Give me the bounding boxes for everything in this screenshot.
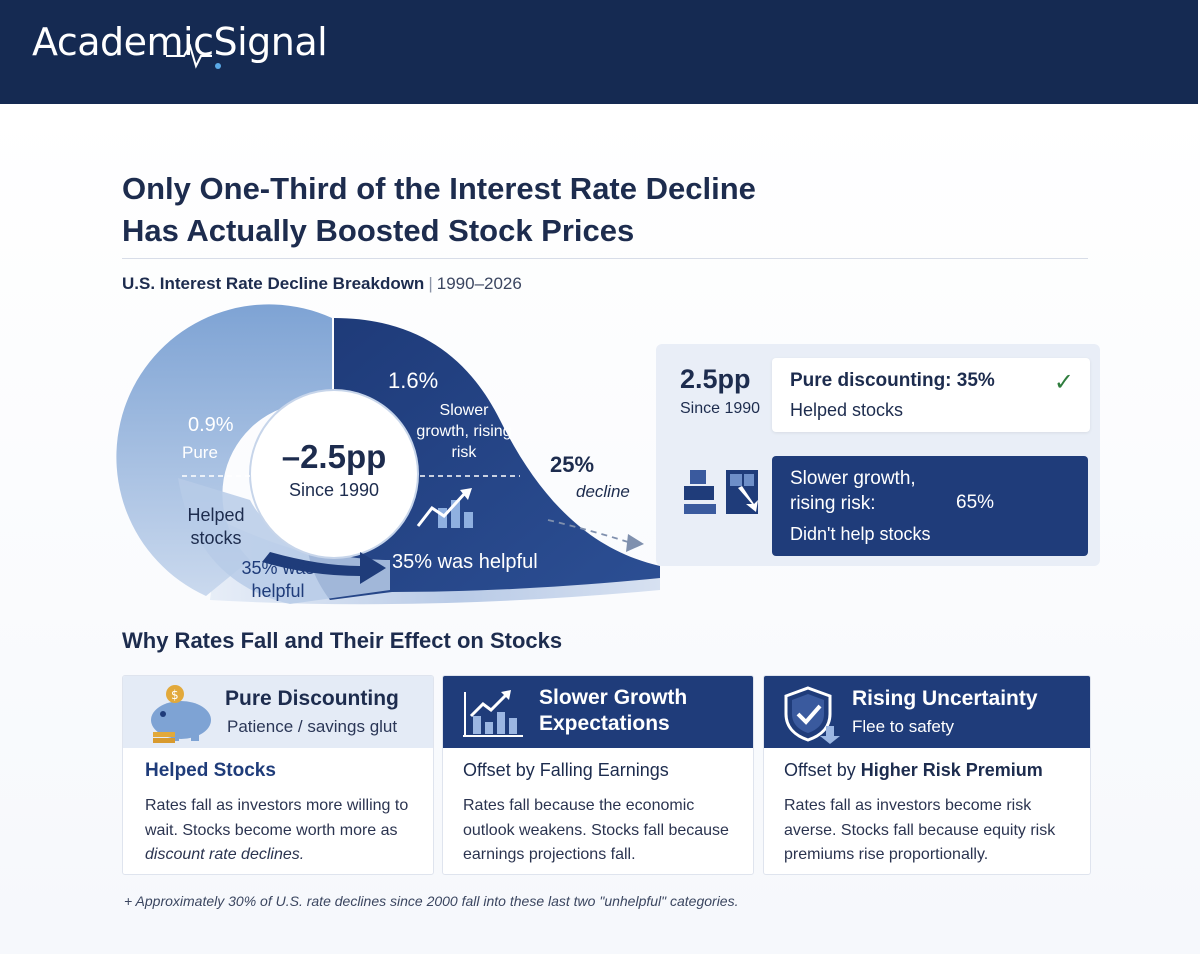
card-title: Pure Discounting	[225, 687, 399, 710]
center-circle	[250, 390, 418, 558]
pure-card-title: Pure discounting: 35%	[790, 370, 995, 391]
shield-check-icon	[784, 686, 840, 744]
card-body-text: Rates fall as investors more willing to …	[145, 797, 409, 839]
checkmark-icon: ✓	[1053, 369, 1074, 396]
title-divider	[122, 258, 1088, 259]
card-body: Rates fall as investors become risk aver…	[784, 797, 1056, 863]
pure-pct: 0.9%	[188, 414, 234, 436]
decline-pct: 25%	[550, 452, 595, 477]
growth-pct: 1.6%	[388, 368, 439, 393]
card-slower-growth: Slower Growth Expectations Offset by Fal…	[442, 675, 754, 875]
subtitle-years: 1990–2026	[436, 274, 522, 293]
helpful-arrow-label: 35% was helpful	[392, 551, 538, 573]
subtitle-main: U.S. Interest Rate Decline Breakdown	[122, 274, 425, 293]
helped-pct: 35% was helpful	[241, 558, 315, 601]
footnote: + Approximately 30% of U.S. rate decline…	[124, 893, 739, 909]
subtitle: U.S. Interest Rate Decline Breakdown | 199…	[122, 274, 522, 294]
blocks-arrow-icon	[684, 470, 758, 514]
card-body-emphasis: discount rate declines.	[145, 846, 305, 863]
page-title: Only One-Third of the Interest Rate Decl…	[122, 168, 902, 252]
card-effect-bold: Higher Risk Premium	[860, 760, 1043, 780]
card-subtitle: Patience / savings glut	[227, 717, 398, 736]
pure-label: Pure	[182, 443, 218, 462]
card-title: Rising Uncertainty	[852, 687, 1038, 710]
card-title: Slower Growth Expectations	[539, 686, 688, 735]
title-line-2: Has Actually Boosted Stock Prices	[122, 213, 635, 248]
total-value: –2.5pp	[281, 438, 387, 475]
card-effect: Helped Stocks	[145, 760, 276, 781]
card-effect-prefix: Offset by	[784, 760, 856, 780]
stat-total: 2.5pp	[680, 364, 751, 394]
pulse-icon	[166, 43, 221, 69]
chart-trend-icon	[463, 690, 523, 737]
card-rising-uncertainty: Rising Uncertainty Flee to safety Offset…	[763, 675, 1091, 875]
helpful-arrow	[262, 552, 386, 584]
svg-text:$: $	[171, 688, 179, 702]
piggy-bank-icon: $	[151, 685, 211, 743]
slow-card-title: Slower growth, rising risk:	[790, 468, 916, 514]
slow-card-sub: Didn't help stocks	[790, 524, 931, 544]
growth-label: Slower growth, rising risk	[416, 402, 512, 461]
total-label: Since 1990	[288, 480, 380, 500]
decline-label: decline	[576, 482, 630, 501]
card-effect: Offset by Higher Risk Premium	[784, 760, 1043, 781]
growth-chart-icon	[416, 488, 473, 528]
stat-since: Since 1990	[680, 400, 761, 417]
slow-card-pct: 65%	[956, 492, 995, 513]
pure-card-sub: Helped stocks	[790, 400, 904, 420]
title-line-1: Only One-Third of the Interest Rate Decl…	[122, 171, 756, 206]
pure-discounting-card: Pure discounting: 35% Helped stocks ✓	[772, 358, 1090, 432]
card-effect: Offset by Falling Earnings	[463, 760, 669, 780]
pure-segment	[116, 304, 332, 596]
card-body: Rates fall because the economic outlook …	[463, 797, 729, 863]
card-pure-discounting: $ Pure Discounting Patience / savings gl…	[122, 675, 434, 875]
card-body: Rates fall as investors more willing to …	[145, 794, 430, 868]
subtitle-separator: |	[428, 274, 433, 293]
helped-label: Helped stocks	[187, 505, 245, 548]
section-title: Why Rates Fall and Their Effect on Stock…	[122, 628, 563, 653]
slower-growth-card: Slower growth, rising risk: 65% Didn't h…	[772, 456, 1088, 556]
card-subtitle: Flee to safety	[852, 717, 955, 736]
header-bar: AcademicSignal	[0, 0, 1198, 104]
